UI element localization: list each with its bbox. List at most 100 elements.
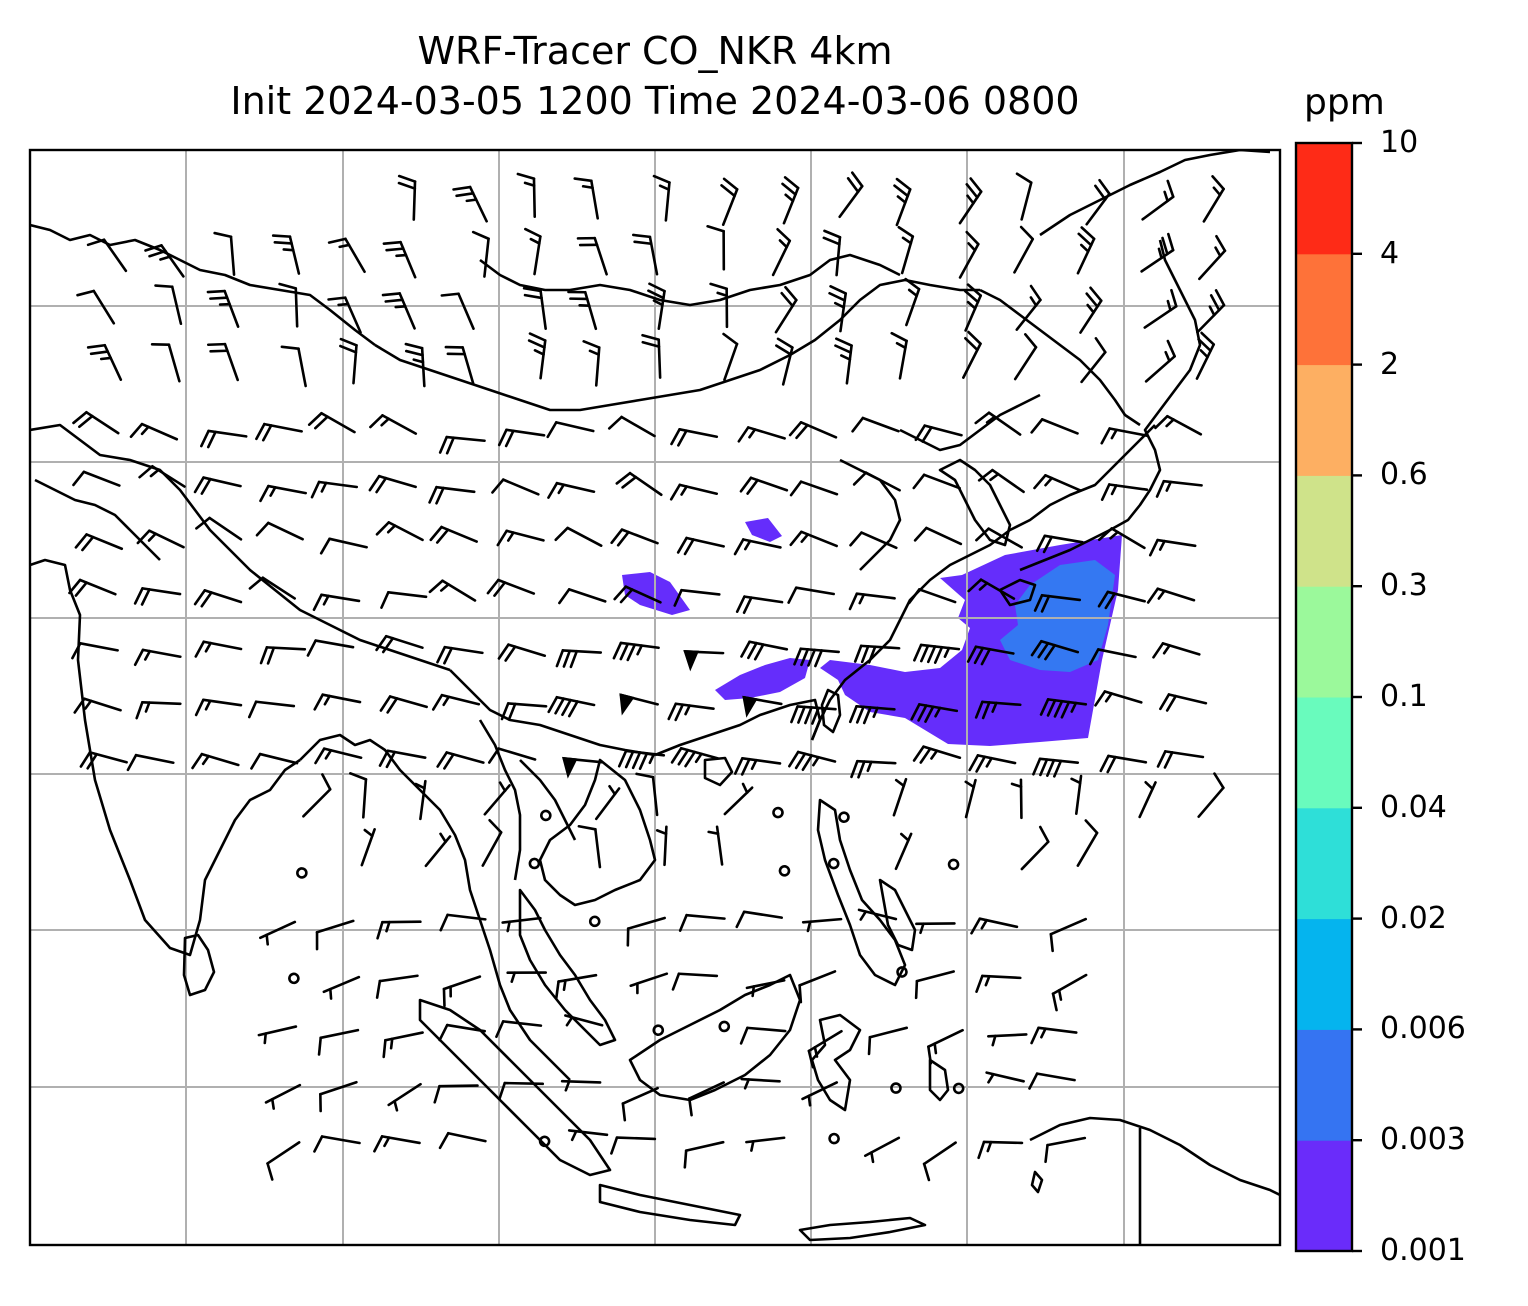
wind-barb (259, 646, 307, 665)
wind-barb (828, 285, 848, 333)
barb-full (504, 645, 517, 662)
wind-barb (718, 1020, 731, 1033)
barb-full (1033, 474, 1047, 490)
wind-barb (977, 1140, 1024, 1160)
barb-half (282, 248, 295, 252)
wind-barb (497, 643, 547, 662)
wind-barb (86, 238, 128, 273)
wind-barb (317, 1028, 360, 1056)
wind-barb (439, 913, 487, 932)
wind-barb (1079, 286, 1103, 334)
wind-barb (74, 533, 124, 552)
barb-half (984, 974, 991, 987)
barb-staff (387, 591, 428, 599)
barb-full (975, 974, 984, 993)
wind-barb (896, 966, 908, 978)
barb-full (783, 176, 800, 190)
barb-full (376, 920, 384, 940)
barb-half (338, 243, 351, 249)
barb-full (1161, 236, 1169, 256)
wind-barb (314, 747, 363, 765)
wind-barb (495, 1020, 543, 1039)
wind-barb (428, 579, 477, 602)
wind-barb (194, 698, 243, 717)
barb-half (1057, 988, 1063, 1001)
barb-full (966, 283, 983, 297)
colorbar-tick-label: 4 (1380, 235, 1400, 271)
barb-full (673, 588, 683, 607)
barb-half (813, 1046, 819, 1058)
wind-barb (564, 1014, 604, 1027)
barb-half (859, 910, 868, 921)
barb-full (1033, 593, 1044, 612)
barb-full (1148, 538, 1159, 557)
barb-full (368, 474, 381, 492)
wind-barb (375, 521, 424, 542)
barb-full (964, 336, 979, 352)
barb-staff (925, 526, 963, 546)
wind-barb (1076, 819, 1099, 867)
wind-barb (709, 282, 729, 329)
barb-staff (723, 342, 739, 382)
wind-barb (452, 185, 488, 223)
barb-full (259, 484, 270, 503)
barb-full (1053, 759, 1063, 778)
wind-barb (807, 1029, 843, 1069)
barb-full (382, 240, 402, 245)
barb-full (194, 640, 206, 658)
barb-full (776, 337, 794, 349)
barb-half (636, 982, 639, 995)
barb-full (914, 424, 927, 442)
calm-circle (827, 857, 840, 870)
barb-full (1200, 331, 1216, 346)
barb-half (907, 288, 918, 298)
wind-barb (431, 693, 481, 711)
wind-barb (894, 832, 913, 871)
calm-circle (538, 1135, 551, 1148)
wind-barb (610, 528, 659, 547)
colorbar-tick-label: 0.6 (1380, 457, 1428, 493)
wind-barb (790, 705, 837, 725)
barb-full (615, 471, 632, 485)
barb-half (1157, 589, 1166, 600)
wind-barb (397, 174, 417, 221)
barb-full (784, 285, 798, 302)
wind-barb (1155, 479, 1203, 498)
barb-full (443, 646, 454, 665)
barb-staff (481, 831, 503, 867)
barb-half (748, 428, 757, 439)
barb-half (919, 922, 925, 935)
wind-barb (368, 474, 417, 494)
barb-full (1163, 751, 1174, 769)
wind-barb (962, 330, 982, 379)
wind-barb (914, 970, 955, 1000)
wind-barb (424, 832, 452, 868)
barb-half (943, 646, 951, 658)
wind-barb (974, 411, 1022, 436)
wind-barb (154, 284, 183, 326)
barb-half (694, 752, 703, 764)
barb-full (1155, 479, 1166, 498)
barb-half (270, 1097, 275, 1110)
barb-full (436, 751, 449, 768)
wind-barb (771, 227, 792, 277)
barb-full (206, 342, 227, 347)
barb-full (386, 697, 399, 714)
barb-full (273, 241, 293, 245)
barb-full (677, 748, 690, 766)
wind-barb (136, 529, 185, 549)
barb-full (814, 649, 824, 668)
barb-half (363, 828, 374, 838)
wind-barb (670, 428, 719, 447)
barb-full (442, 987, 446, 1008)
barb-full (500, 702, 510, 721)
barb-full (904, 277, 921, 291)
wind-barb (1051, 973, 1088, 1012)
barb-full (1077, 232, 1093, 247)
wind-barb (527, 332, 547, 380)
barb-full (1039, 758, 1049, 777)
barb-staff (798, 970, 837, 987)
barb-full (835, 337, 853, 347)
barb-full (547, 481, 559, 499)
wind-barb (1010, 778, 1023, 820)
